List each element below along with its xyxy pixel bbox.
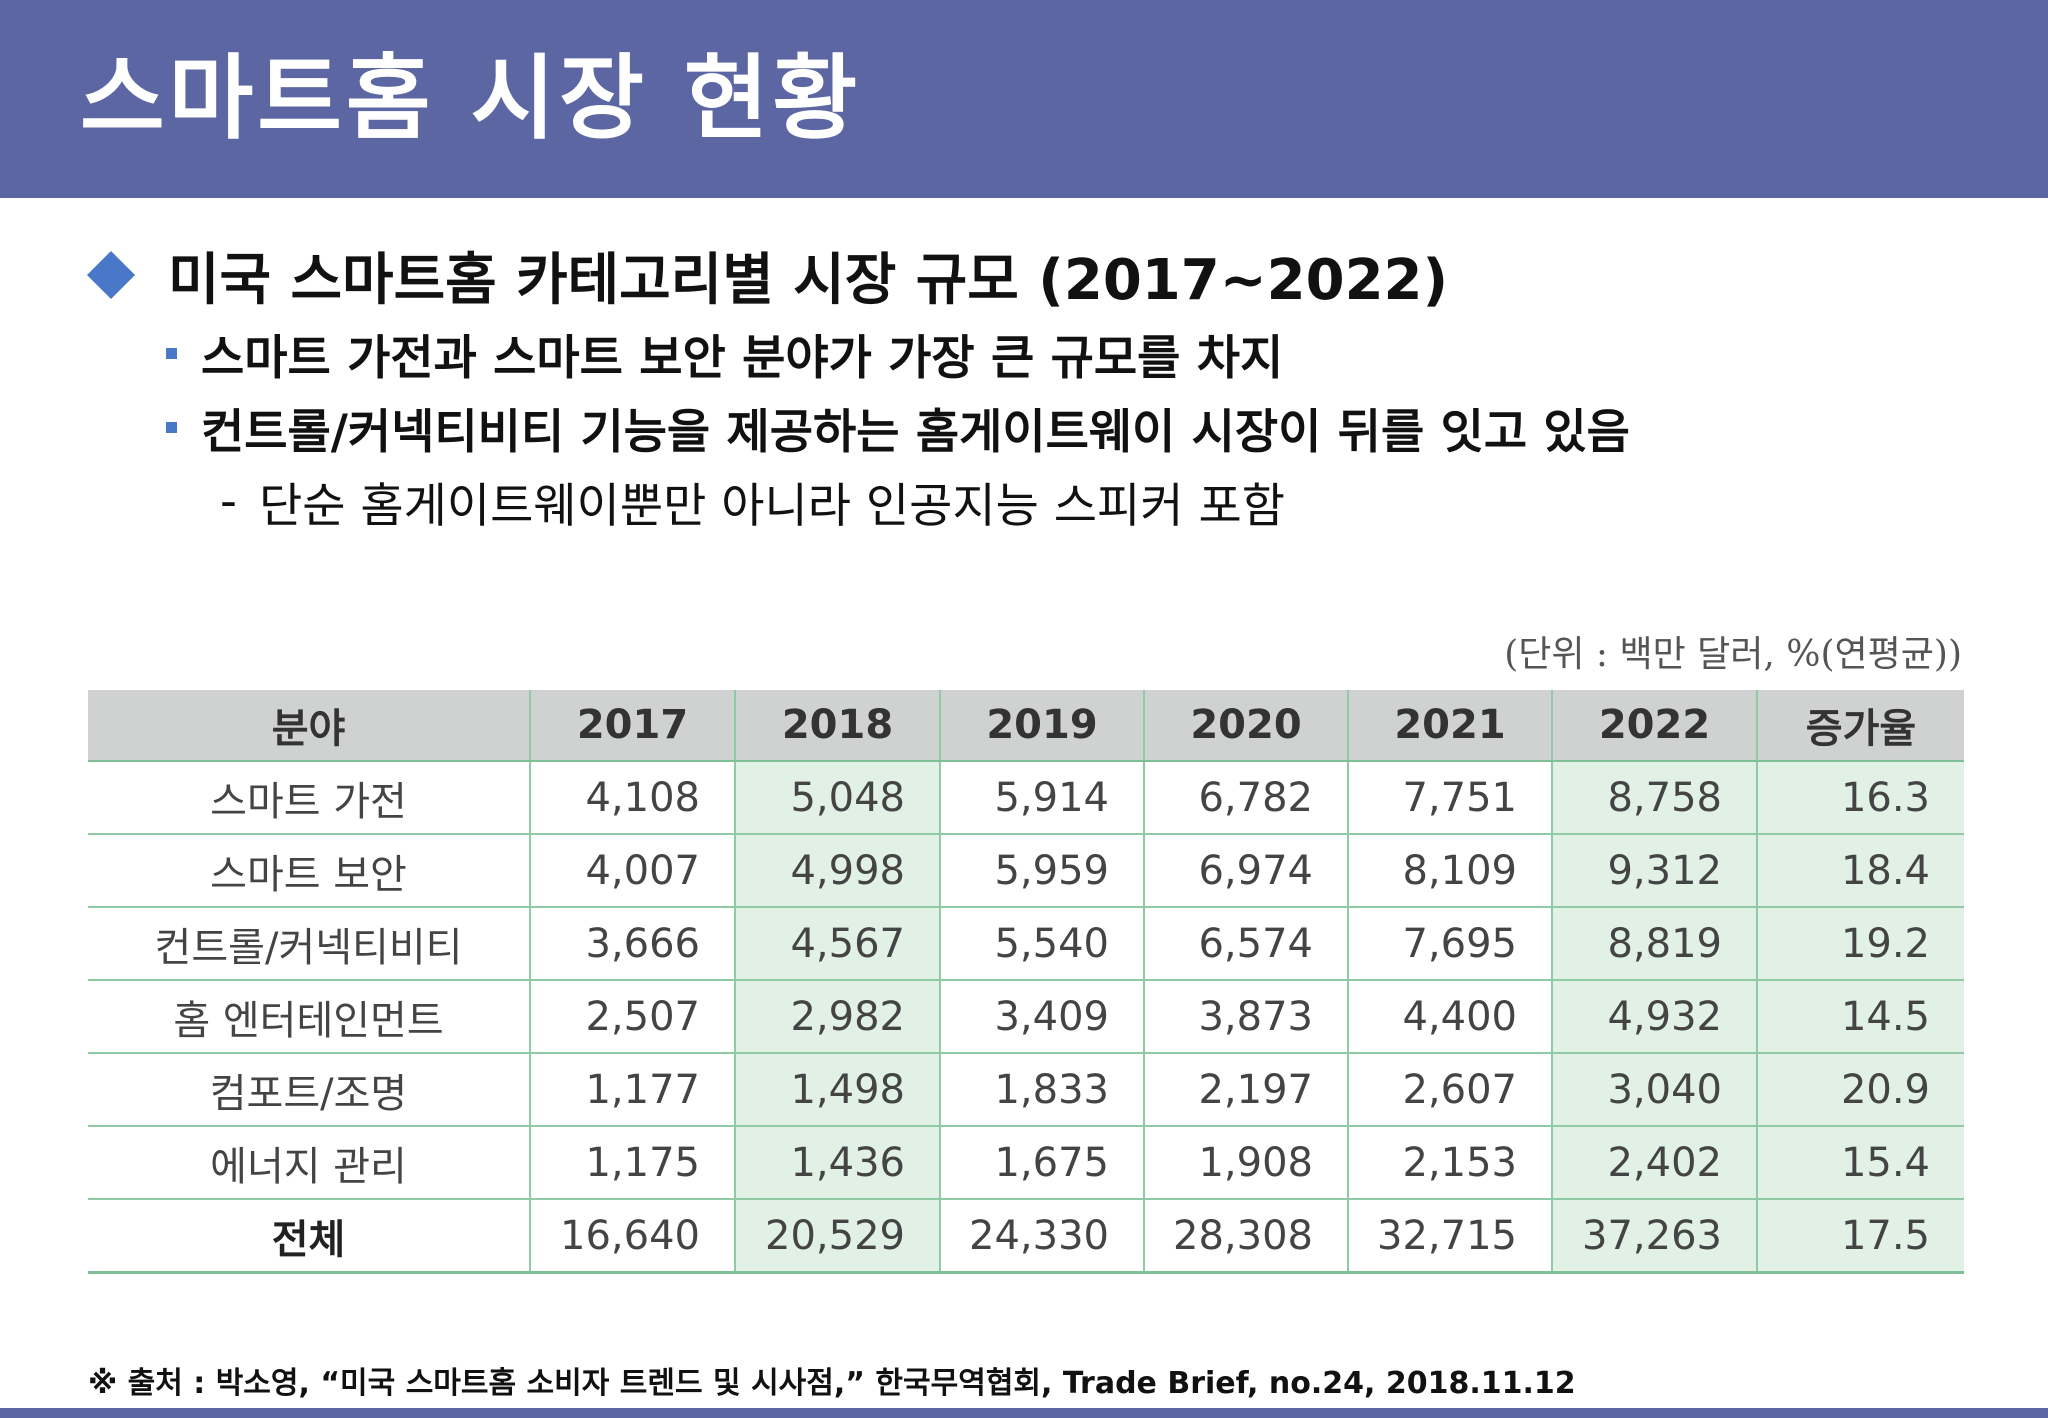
dash-marker: -	[220, 473, 237, 529]
value-cell: 4,108	[529, 761, 735, 835]
source-citation: ※ 출처 : 박소영, “미국 스마트홈 소비자 트렌드 및 시사점,” 한국무…	[88, 1366, 1576, 1401]
value-cell: 1,833	[939, 1053, 1144, 1127]
title-bar: 스마트홈 시장 현황	[0, 0, 2048, 198]
column-header: 2020	[1143, 690, 1348, 762]
growth-cell: 19.2	[1756, 907, 1964, 981]
value-cell: 1,177	[529, 1053, 735, 1127]
growth-cell: 16.3	[1756, 761, 1964, 835]
value-cell: 3,873	[1143, 980, 1348, 1054]
value-cell: 4,400	[1347, 980, 1552, 1054]
square-bullet-icon	[166, 421, 177, 433]
value-cell: 5,914	[939, 761, 1144, 835]
value-cell: 2,607	[1347, 1053, 1552, 1127]
bullet-text: 컨트롤/커넥티비티 기능을 제공하는 홈게이트웨이 시장이 뒤를 잇고 있음	[201, 404, 1630, 460]
value-cell: 2,402	[1551, 1126, 1757, 1200]
square-bullet-icon	[166, 347, 177, 359]
value-cell: 3,666	[529, 907, 735, 981]
bullet-item: 스마트 가전과 스마트 보안 분야가 가장 큰 규모를 차지	[166, 322, 1283, 386]
value-cell: 2,197	[1143, 1053, 1348, 1127]
value-cell: 1,498	[734, 1053, 940, 1127]
category-cell: 에너지 관리	[88, 1126, 530, 1200]
column-header: 증가율	[1756, 690, 1964, 762]
diamond-icon	[86, 250, 136, 300]
category-cell: 홈 엔터테인먼트	[88, 980, 530, 1054]
column-header: 2021	[1347, 690, 1552, 762]
value-cell: 2,982	[734, 980, 940, 1054]
value-cell: 2,153	[1347, 1126, 1552, 1200]
column-header: 2018	[734, 690, 940, 762]
table-row: 스마트 보안 4,007 4,998 5,959 6,974 8,109 9,3…	[88, 834, 1964, 908]
total-row: 전체 16,640 20,529 24,330 28,308 32,715 37…	[88, 1199, 1964, 1274]
value-cell: 6,974	[1143, 834, 1348, 908]
table-row: 에너지 관리 1,175 1,436 1,675 1,908 2,153 2,4…	[88, 1126, 1964, 1200]
value-cell: 3,040	[1551, 1053, 1757, 1127]
growth-cell: 18.4	[1756, 834, 1964, 908]
category-cell: 전체	[88, 1199, 530, 1274]
value-cell: 4,007	[529, 834, 735, 908]
value-cell: 4,932	[1551, 980, 1757, 1054]
value-cell: 1,175	[529, 1126, 735, 1200]
bottom-bar	[0, 1408, 2048, 1418]
section-heading: 미국 스마트홈 카테고리별 시장 규모 (2017~2022)	[86, 240, 1448, 313]
value-cell: 5,048	[734, 761, 940, 835]
value-cell: 28,308	[1143, 1199, 1348, 1274]
value-cell: 7,751	[1347, 761, 1552, 835]
unit-note: (단위 : 백만 달러, %(연평균))	[1504, 634, 1962, 675]
value-cell: 1,908	[1143, 1126, 1348, 1200]
value-cell: 37,263	[1551, 1199, 1757, 1274]
value-cell: 6,782	[1143, 761, 1348, 835]
value-cell: 1,436	[734, 1126, 940, 1200]
value-cell: 4,998	[734, 834, 940, 908]
table-header-row: 분야 2017 2018 2019 2020 2021 2022 증가율	[88, 690, 1964, 762]
value-cell: 6,574	[1143, 907, 1348, 981]
growth-cell: 20.9	[1756, 1053, 1964, 1127]
value-cell: 24,330	[939, 1199, 1144, 1274]
value-cell: 32,715	[1347, 1199, 1552, 1274]
column-header: 2017	[529, 690, 735, 762]
value-cell: 7,695	[1347, 907, 1552, 981]
category-cell: 컴포트/조명	[88, 1053, 530, 1127]
column-header: 2019	[939, 690, 1144, 762]
bullet-item: 컨트롤/커넥티비티 기능을 제공하는 홈게이트웨이 시장이 뒤를 잇고 있음	[166, 396, 1630, 460]
value-cell: 5,540	[939, 907, 1144, 981]
value-cell: 5,959	[939, 834, 1144, 908]
growth-cell: 17.5	[1756, 1199, 1964, 1274]
table-row: 컴포트/조명 1,177 1,498 1,833 2,197 2,607 3,0…	[88, 1053, 1964, 1127]
value-cell: 16,640	[529, 1199, 735, 1274]
market-size-table: 분야 2017 2018 2019 2020 2021 2022 증가율 스마트…	[88, 690, 1964, 1274]
table-row: 홈 엔터테인먼트 2,507 2,982 3,409 3,873 4,400 4…	[88, 980, 1964, 1054]
category-cell: 컨트롤/커넥티비티	[88, 907, 530, 981]
slide-title: 스마트홈 시장 현황	[80, 45, 862, 152]
value-cell: 2,507	[529, 980, 735, 1054]
growth-cell: 15.4	[1756, 1126, 1964, 1200]
category-cell: 스마트 가전	[88, 761, 530, 835]
heading-text: 미국 스마트홈 카테고리별 시장 규모 (2017~2022)	[168, 247, 1449, 313]
value-cell: 8,819	[1551, 907, 1757, 981]
sub-bullet: - 단순 홈게이트웨이뿐만 아니라 인공지능 스피커 포함	[220, 470, 1285, 534]
value-cell: 4,567	[734, 907, 940, 981]
bullet-text: 스마트 가전과 스마트 보안 분야가 가장 큰 규모를 차지	[201, 330, 1284, 386]
column-header: 2022	[1551, 690, 1757, 762]
value-cell: 8,109	[1347, 834, 1552, 908]
category-cell: 스마트 보안	[88, 834, 530, 908]
table-row: 컨트롤/커넥티비티 3,666 4,567 5,540 6,574 7,695 …	[88, 907, 1964, 981]
table-row: 스마트 가전 4,108 5,048 5,914 6,782 7,751 8,7…	[88, 761, 1964, 835]
column-header: 분야	[88, 690, 530, 762]
value-cell: 1,675	[939, 1126, 1144, 1200]
value-cell: 8,758	[1551, 761, 1757, 835]
value-cell: 3,409	[939, 980, 1144, 1054]
value-cell: 20,529	[734, 1199, 940, 1274]
sub-bullet-text: 단순 홈게이트웨이뿐만 아니라 인공지능 스피커 포함	[258, 478, 1285, 534]
growth-cell: 14.5	[1756, 980, 1964, 1054]
value-cell: 9,312	[1551, 834, 1757, 908]
